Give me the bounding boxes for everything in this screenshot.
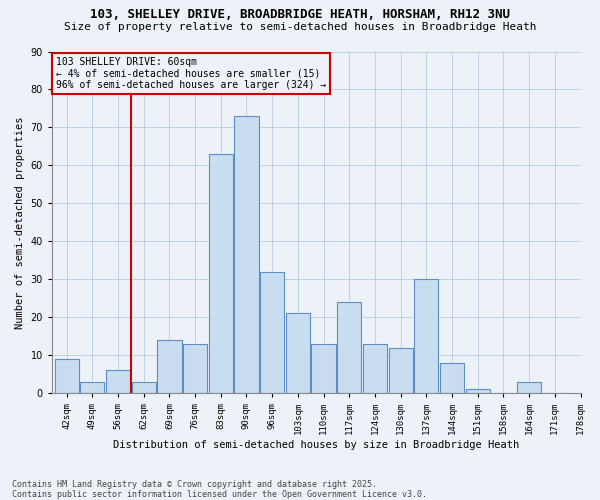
Bar	[414, 280, 439, 393]
Text: 103 SHELLEY DRIVE: 60sqm
← 4% of semi-detached houses are smaller (15)
96% of se: 103 SHELLEY DRIVE: 60sqm ← 4% of semi-de…	[56, 57, 326, 90]
Bar	[209, 154, 233, 393]
Text: 103, SHELLEY DRIVE, BROADBRIDGE HEATH, HORSHAM, RH12 3NU: 103, SHELLEY DRIVE, BROADBRIDGE HEATH, H…	[90, 8, 510, 20]
Text: Contains HM Land Registry data © Crown copyright and database right 2025.
Contai: Contains HM Land Registry data © Crown c…	[12, 480, 427, 499]
Bar	[311, 344, 335, 393]
X-axis label: Distribution of semi-detached houses by size in Broadbridge Heath: Distribution of semi-detached houses by …	[113, 440, 520, 450]
Bar	[260, 272, 284, 393]
Bar	[131, 382, 156, 393]
Text: Size of property relative to semi-detached houses in Broadbridge Heath: Size of property relative to semi-detach…	[64, 22, 536, 32]
Bar	[183, 344, 207, 393]
Bar	[286, 314, 310, 393]
Bar	[80, 382, 104, 393]
Bar	[106, 370, 130, 393]
Bar	[389, 348, 413, 393]
Bar	[235, 116, 259, 393]
Bar	[337, 302, 361, 393]
Bar	[466, 390, 490, 393]
Bar	[517, 382, 541, 393]
Y-axis label: Number of semi-detached properties: Number of semi-detached properties	[15, 116, 25, 328]
Bar	[440, 363, 464, 393]
Bar	[363, 344, 387, 393]
Bar	[157, 340, 182, 393]
Bar	[55, 359, 79, 393]
